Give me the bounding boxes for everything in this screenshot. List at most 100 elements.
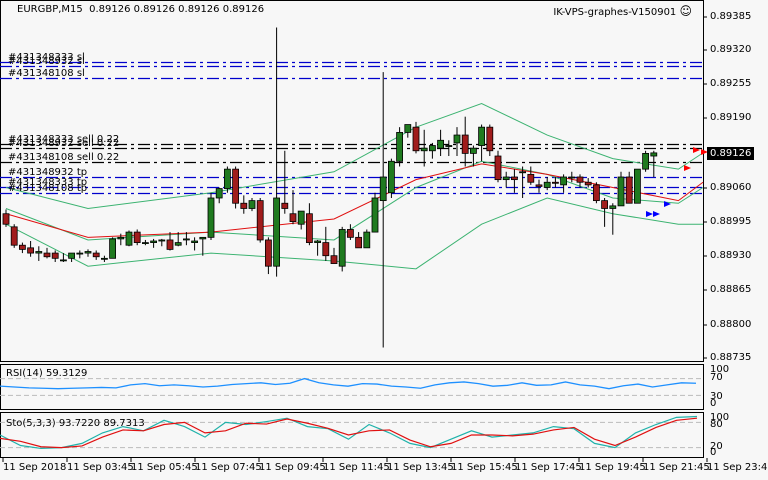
- order-line-label: #431348932 sell 0.22: [8, 138, 120, 149]
- candle: [355, 236, 363, 249]
- bollinger-middle: [5, 160, 704, 241]
- price-tick-label: 0.89255: [710, 78, 752, 89]
- candle: [469, 147, 477, 154]
- candle: [92, 252, 100, 258]
- candle: [256, 200, 264, 241]
- candle: [125, 231, 133, 246]
- time-tick-label: 11 Sep 05:45: [131, 462, 198, 473]
- level-label: 100: [710, 364, 730, 375]
- candle: [182, 238, 190, 241]
- trade-arrow-icon: [684, 165, 691, 171]
- level-label: 0: [710, 447, 717, 458]
- candle: [43, 252, 51, 258]
- trade-arrow-icon: [653, 211, 660, 217]
- candle: [510, 176, 518, 181]
- candle: [609, 205, 617, 209]
- candle: [568, 176, 576, 179]
- price-tick-label: 0.88735: [710, 352, 752, 363]
- candle: [601, 200, 608, 209]
- candle: [420, 147, 428, 152]
- candle: [461, 134, 469, 154]
- candle: [584, 181, 592, 186]
- candle: [158, 239, 166, 242]
- candle: [396, 132, 404, 162]
- candle: [215, 188, 223, 199]
- candle: [240, 202, 248, 209]
- order-line-label: #431348108 tp: [8, 183, 88, 194]
- bollinger-lower: [5, 197, 703, 270]
- symbol-info: EURGBP,M15 0.89126 0.89126 0.89126 0.891…: [17, 4, 265, 15]
- candle: [27, 247, 35, 254]
- candle: [437, 139, 445, 149]
- candle: [535, 184, 543, 187]
- order-line-label: #431348333 tp: [8, 177, 88, 188]
- ea-name-text: IK-VPS-graphes-V150901: [553, 7, 677, 18]
- time-tick-label: 11 Sep 09:45: [259, 462, 326, 473]
- candle: [617, 176, 625, 207]
- level-label: 20: [710, 441, 723, 452]
- time-tick-label: 11 Sep 19:45: [579, 462, 646, 473]
- candle: [273, 197, 281, 267]
- candle: [502, 176, 510, 181]
- candle: [543, 181, 551, 188]
- candle: [141, 242, 149, 244]
- order-line-label: #431348108 sell 0.22: [8, 152, 120, 163]
- level-label: 70: [710, 372, 723, 383]
- order-line-label: #431348333 sl: [8, 52, 85, 63]
- price-tick-label: 0.88930: [710, 250, 752, 261]
- candle: [387, 160, 395, 194]
- level-label: 80: [710, 419, 723, 430]
- time-tick-label: 11 Sep 23:45: [707, 462, 768, 473]
- candle: [207, 197, 215, 238]
- candle: [174, 242, 182, 246]
- candle: [2, 213, 10, 225]
- ea-name: IK-VPS-graphes-V150901 ☺: [553, 4, 692, 18]
- stochastic-label: Sto(5,3,3) 93.7220 89.7313: [6, 418, 145, 429]
- price-tick-label: 0.89320: [710, 44, 752, 55]
- candle: [322, 242, 330, 257]
- candle: [379, 176, 387, 202]
- time-tick-label: 11 Sep 2018: [3, 462, 67, 473]
- candle: [51, 252, 59, 259]
- candle: [166, 239, 174, 250]
- candle: [519, 171, 526, 174]
- candle: [634, 168, 641, 204]
- candle: [428, 145, 436, 152]
- price-tick-label: 0.89385: [710, 11, 752, 22]
- trade-arrow-icon: [646, 211, 653, 217]
- candle: [593, 184, 600, 202]
- candle: [191, 240, 199, 243]
- candle: [150, 240, 158, 243]
- price-tick-label: 0.88865: [710, 284, 752, 295]
- rsi-line: [0, 377, 697, 390]
- candle: [404, 124, 412, 133]
- candle: [338, 229, 346, 267]
- candle: [363, 231, 371, 249]
- price-tick-label: 0.88995: [710, 216, 752, 227]
- order-line-label: #431348932 tp: [8, 167, 88, 178]
- order-line-label: #431348333 sell 0.22: [8, 134, 120, 145]
- candle: [494, 155, 502, 181]
- order-line-label: #431348108 sl: [8, 68, 85, 79]
- candle: [199, 236, 207, 240]
- candle: [248, 200, 256, 209]
- candle: [18, 244, 26, 250]
- candle: [625, 176, 633, 204]
- candle: [330, 255, 338, 264]
- time-tick-label: 11 Sep 17:45: [515, 462, 582, 473]
- candle: [576, 176, 584, 183]
- candle: [650, 152, 658, 157]
- candle: [10, 226, 18, 246]
- candle: [133, 231, 141, 243]
- candle: [281, 202, 289, 209]
- candle: [68, 252, 75, 259]
- level-label: 100: [710, 412, 730, 423]
- candle: [445, 145, 453, 147]
- stochastic-main-line: [0, 415, 698, 450]
- candle: [486, 126, 494, 152]
- trade-arrow-icon: [701, 149, 708, 155]
- trade-arrow-icon: [664, 201, 671, 207]
- time-tick-label: 11 Sep 11:45: [323, 462, 390, 473]
- trade-arrow-icon: [693, 147, 700, 153]
